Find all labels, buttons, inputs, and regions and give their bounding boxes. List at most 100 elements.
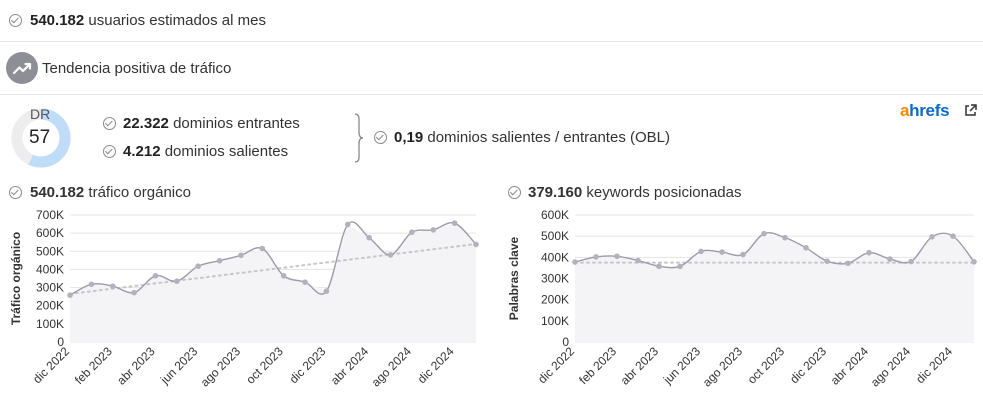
- dr-gauge: [11, 108, 71, 168]
- x-tick-label: dic 2023: [287, 344, 329, 386]
- dr-value: 57: [29, 127, 51, 148]
- y-tick-label: 0: [57, 335, 64, 349]
- x-tick-label: oct 2023: [745, 344, 788, 387]
- x-tick-label: abr 2024: [828, 344, 872, 388]
- users-label: usuarios estimados al mes: [88, 12, 266, 29]
- series-area: [575, 233, 974, 342]
- check-circle-icon: [9, 186, 22, 199]
- data-point: [761, 230, 767, 237]
- data-point: [131, 289, 137, 296]
- outgoing-value: 4.212: [123, 143, 161, 160]
- x-tick-label: ago 2024: [868, 344, 914, 390]
- data-point: [259, 245, 266, 252]
- data-point: [971, 258, 977, 265]
- data-point: [719, 249, 725, 255]
- data-point: [67, 292, 73, 298]
- data-point: [387, 252, 394, 258]
- y-tick-label: 300K: [541, 272, 569, 286]
- obl-label: dominios salientes / entrantes (OBL): [427, 129, 670, 146]
- check-circle-icon: [374, 131, 387, 144]
- data-point: [887, 256, 893, 262]
- data-point: [195, 263, 202, 269]
- y-axis-label: Palabras clave: [507, 236, 521, 320]
- x-tick-label: feb 2023: [72, 344, 115, 387]
- obl-text: 0,19 dominios salientes / entrantes (OBL…: [394, 129, 670, 146]
- data-point: [366, 234, 372, 241]
- y-axis-label: Tráfico orgánico: [9, 232, 23, 325]
- x-tick-label: dic 2022: [535, 344, 577, 386]
- data-point: [635, 257, 641, 264]
- y-tick-label: 500K: [36, 244, 64, 258]
- x-tick-label: ago 2024: [369, 344, 415, 390]
- y-tick-label: 600K: [541, 208, 569, 222]
- data-point: [845, 260, 851, 267]
- data-point: [109, 283, 116, 289]
- x-tick-label: abr 2023: [114, 344, 158, 388]
- x-tick-label: feb 2023: [576, 344, 619, 387]
- y-tick-label: 0: [562, 335, 569, 349]
- data-point: [430, 227, 437, 233]
- external-link-icon[interactable]: [964, 104, 977, 117]
- y-tick-label: 100K: [541, 314, 569, 328]
- y-tick-label: 300K: [36, 281, 64, 295]
- data-point: [698, 248, 704, 255]
- check-circle-icon: [103, 145, 116, 158]
- data-point: [824, 258, 830, 264]
- data-point: [174, 278, 180, 285]
- data-point: [740, 251, 746, 258]
- x-tick-label: dic 2024: [913, 344, 955, 386]
- outgoing-text: 4.212 dominios salientes: [123, 143, 288, 160]
- incoming-value: 22.322: [123, 115, 169, 132]
- keywords-chart-title: 379.160 keywords posicionadas: [528, 184, 742, 201]
- data-point: [302, 279, 308, 285]
- data-point: [152, 272, 159, 279]
- x-tick-label: dic 2023: [787, 344, 829, 386]
- y-tick-label: 100K: [36, 317, 64, 331]
- traffic-title-label: tráfico orgánico: [88, 184, 191, 201]
- users-text: 540.182 usuarios estimados al mes: [30, 12, 266, 29]
- outgoing-label: dominios salientes: [164, 143, 289, 160]
- data-point: [280, 272, 287, 279]
- traffic-chart-title: 540.182 tráfico orgánico: [30, 184, 191, 201]
- y-tick-label: 700K: [36, 208, 64, 222]
- traffic-chart: 0 100K 200K 300K 400K 500K 600K 700K dic 2022 feb…: [9, 208, 479, 390]
- data-point: [656, 263, 662, 270]
- dr-label: DR: [30, 106, 51, 122]
- trend-line: [69, 243, 477, 295]
- data-point: [344, 221, 351, 228]
- check-circle-icon: [9, 14, 22, 27]
- data-point: [782, 234, 788, 241]
- check-circle-icon: [103, 117, 116, 130]
- data-point: [238, 252, 244, 259]
- y-tick-label: 500K: [541, 229, 569, 243]
- data-point: [473, 241, 479, 248]
- x-tick-label: ago 2023: [198, 344, 244, 390]
- data-point: [866, 249, 872, 256]
- data-point: [908, 258, 914, 265]
- trending-up-icon: [6, 52, 38, 84]
- data-point: [677, 263, 683, 270]
- ahrefs-logo[interactable]: ahrefs: [900, 101, 950, 120]
- data-point: [929, 234, 935, 240]
- data-point: [593, 254, 599, 260]
- data-point: [803, 245, 809, 251]
- series-area: [70, 223, 476, 342]
- x-tick-label: dic 2022: [30, 344, 72, 386]
- x-tick-label: dic 2024: [415, 344, 457, 386]
- data-point: [572, 259, 578, 265]
- check-circle-icon: [508, 186, 521, 199]
- y-tick-label: 600K: [36, 226, 64, 240]
- x-tick-label: abr 2023: [618, 344, 662, 388]
- incoming-text: 22.322 dominios entrantes: [123, 115, 300, 132]
- traffic-title-value: 540.182: [30, 184, 85, 201]
- y-tick-label: 400K: [36, 262, 64, 276]
- trend-row: [0, 42, 983, 95]
- data-point: [216, 257, 223, 264]
- keywords-chart: 0 100K 200K 300K 400K 500K 600K dic 2022 feb 202…: [507, 208, 977, 390]
- trend-label: Tendencia positiva de tráfico: [42, 60, 232, 77]
- x-tick-label: ago 2023: [700, 344, 746, 390]
- x-tick-label: jun 2023: [660, 344, 703, 387]
- users-row: 540.182 usuarios estimados al mes: [0, 0, 983, 42]
- y-tick-label: 400K: [541, 250, 569, 264]
- data-point: [614, 253, 620, 260]
